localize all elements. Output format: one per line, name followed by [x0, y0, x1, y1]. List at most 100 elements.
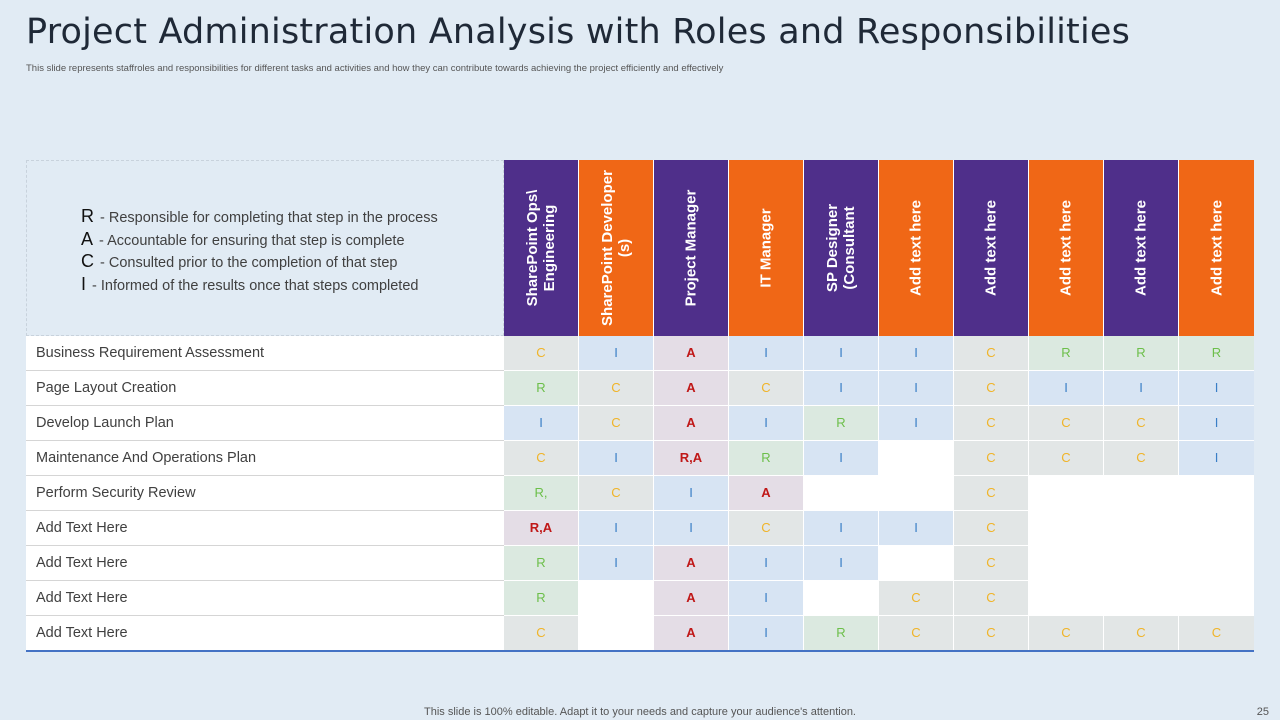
- raci-cell: C: [954, 511, 1029, 546]
- raci-cell: [804, 476, 879, 511]
- raci-cell: C: [504, 336, 579, 371]
- raci-cell: [1104, 511, 1179, 546]
- table-row: Page Layout Creation R C A C I I C I I I: [26, 371, 1254, 406]
- raci-cell: I: [579, 441, 654, 476]
- legend-text: - Accountable for ensuring that step is …: [95, 232, 405, 249]
- role-header: Add text here: [954, 160, 1029, 336]
- raci-cell: [579, 616, 654, 651]
- raci-cell: R: [804, 616, 879, 651]
- slide-subtitle: This slide represents staffroles and res…: [26, 63, 724, 74]
- role-label: Add text here: [982, 200, 1000, 296]
- table-row: Perform Security Review R, C I A C: [26, 476, 1254, 511]
- raci-cell: I: [579, 336, 654, 371]
- slide-footer: This slide is 100% editable. Adapt it to…: [424, 706, 856, 718]
- raci-cell: A: [654, 371, 729, 406]
- raci-cell: I: [879, 336, 954, 371]
- raci-cell: C: [1029, 406, 1104, 441]
- role-label: SharePoint Ops\ Engineering: [524, 189, 558, 307]
- raci-cell: [1179, 511, 1254, 546]
- raci-cell: I: [804, 371, 879, 406]
- raci-cell: I: [579, 511, 654, 546]
- table-row: Add Text Here C A I R C C C C C: [26, 616, 1254, 651]
- raci-cell: R: [1179, 336, 1254, 371]
- table-row: Maintenance And Operations Plan C I R,A R I C C…: [26, 441, 1254, 476]
- raci-cell: [804, 581, 879, 616]
- raci-cell: A: [654, 546, 729, 581]
- raci-cell: C: [954, 371, 1029, 406]
- raci-cell: I: [879, 406, 954, 441]
- raci-cell: C: [954, 581, 1029, 616]
- raci-cell: I: [1179, 441, 1254, 476]
- legend-item-r: R - Responsible for completing that step…: [81, 205, 438, 228]
- raci-cell: I: [729, 406, 804, 441]
- raci-cell: C: [729, 511, 804, 546]
- raci-cell: C: [1029, 441, 1104, 476]
- raci-cell: C: [954, 616, 1029, 651]
- legend-text: - Informed of the results once that step…: [88, 277, 419, 294]
- legend-text: - Responsible for completing that step i…: [96, 210, 438, 226]
- raci-cell: I: [804, 546, 879, 581]
- role-header: Add text here: [1104, 160, 1179, 336]
- raci-cell: I: [654, 476, 729, 511]
- raci-cell: [1104, 546, 1179, 581]
- task-name: Business Requirement Assessment: [26, 336, 504, 371]
- page-number: 25: [1256, 706, 1269, 718]
- task-name: Add Text Here: [26, 616, 504, 651]
- raci-cell: I: [729, 616, 804, 651]
- raci-cell: I: [804, 441, 879, 476]
- legend-item-i: I - Informed of the results once that st…: [81, 273, 438, 296]
- table-bottom-border: [26, 650, 1254, 652]
- raci-cell: C: [1104, 406, 1179, 441]
- raci-cell: I: [1029, 371, 1104, 406]
- raci-cell: A: [654, 581, 729, 616]
- table-row: Add Text Here R I A I I C: [26, 546, 1254, 581]
- raci-cell: R: [504, 581, 579, 616]
- raci-cell: [879, 441, 954, 476]
- raci-cell: [1179, 581, 1254, 616]
- task-name: Add Text Here: [26, 511, 504, 546]
- raci-cell: R: [729, 441, 804, 476]
- raci-cell: [1029, 546, 1104, 581]
- role-header: Project Manager: [654, 160, 729, 336]
- role-label: Project Manager: [682, 189, 700, 307]
- raci-cell: C: [954, 406, 1029, 441]
- raci-cell: I: [1179, 371, 1254, 406]
- raci-cell: [879, 546, 954, 581]
- raci-cell: [1179, 476, 1254, 511]
- role-label: IT Manager: [757, 208, 775, 288]
- role-label: Add text here: [907, 200, 925, 296]
- raci-cell: R: [804, 406, 879, 441]
- raci-cell: R: [504, 546, 579, 581]
- raci-cell: [879, 476, 954, 511]
- raci-legend: R - Responsible for completing that step…: [26, 160, 504, 336]
- raci-cell: [579, 581, 654, 616]
- raci-cell: [1179, 546, 1254, 581]
- table-row: Add Text Here R,A I I C I I C: [26, 511, 1254, 546]
- raci-cell: [1104, 476, 1179, 511]
- raci-cell: I: [804, 511, 879, 546]
- role-label: Add text here: [1132, 200, 1150, 296]
- raci-cell: I: [1179, 406, 1254, 441]
- raci-cell: [1029, 581, 1104, 616]
- raci-cell: C: [504, 616, 579, 651]
- legend-key: C: [81, 251, 94, 271]
- raci-cell: I: [1104, 371, 1179, 406]
- raci-cell: I: [879, 511, 954, 546]
- legend-item-c: C - Consulted prior to the completion of…: [81, 250, 438, 273]
- raci-cell: I: [729, 336, 804, 371]
- raci-cell: C: [1179, 616, 1254, 651]
- role-header: SharePoint Developer (s): [579, 160, 654, 336]
- raci-cell: R,A: [654, 441, 729, 476]
- task-name: Page Layout Creation: [26, 371, 504, 406]
- role-header: Add text here: [879, 160, 954, 336]
- task-name: Add Text Here: [26, 581, 504, 616]
- legend-key: A: [81, 228, 94, 249]
- raci-cell: R,: [504, 476, 579, 511]
- raci-cell: C: [879, 581, 954, 616]
- task-name: Perform Security Review: [26, 476, 504, 511]
- raci-cell: C: [504, 441, 579, 476]
- raci-cell: C: [954, 441, 1029, 476]
- table-row: Develop Launch Plan I C A I R I C C C I: [26, 406, 1254, 441]
- raci-cell: R,A: [504, 511, 579, 546]
- raci-cell: A: [654, 406, 729, 441]
